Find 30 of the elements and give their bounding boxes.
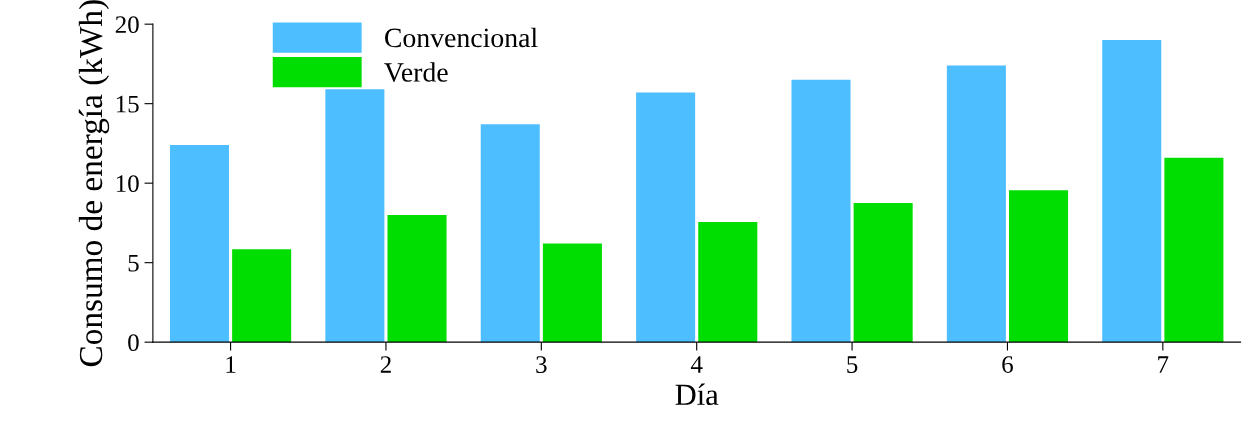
y-tick-label: 10: [116, 175, 139, 193]
x-tick-label: 3: [536, 356, 547, 373]
bar: [232, 249, 292, 343]
y-tick-label: 15: [116, 95, 139, 113]
bar: [169, 145, 230, 343]
x-tick-label: 2: [380, 356, 391, 373]
legend-label: Convencional: [385, 27, 538, 48]
bar: [636, 92, 696, 343]
x-tick-label: 5: [847, 356, 858, 373]
bar: [853, 203, 913, 343]
y-tick-label: 20: [115, 16, 139, 34]
bar: [1102, 40, 1162, 343]
y-axis-title: Consumo de energía (kWh): [78, 0, 110, 367]
bar: [480, 124, 540, 343]
bar: [542, 243, 602, 343]
y-tick-label: 0: [128, 334, 139, 352]
bar: [1009, 190, 1069, 343]
bar: [1164, 157, 1224, 343]
x-tick-label: 1: [226, 356, 236, 373]
bar: [946, 65, 1006, 343]
x-tick-label: 7: [1158, 356, 1169, 373]
bar: [791, 79, 851, 343]
bar: [698, 222, 758, 343]
x-axis-title: Día: [675, 383, 719, 406]
x-tick-label: 6: [1002, 356, 1013, 373]
bar: [387, 214, 447, 343]
x-tick-label: 4: [690, 356, 703, 373]
legend-label: Verde: [384, 62, 448, 82]
bar: [325, 89, 385, 343]
y-tick-label: 5: [128, 254, 139, 272]
